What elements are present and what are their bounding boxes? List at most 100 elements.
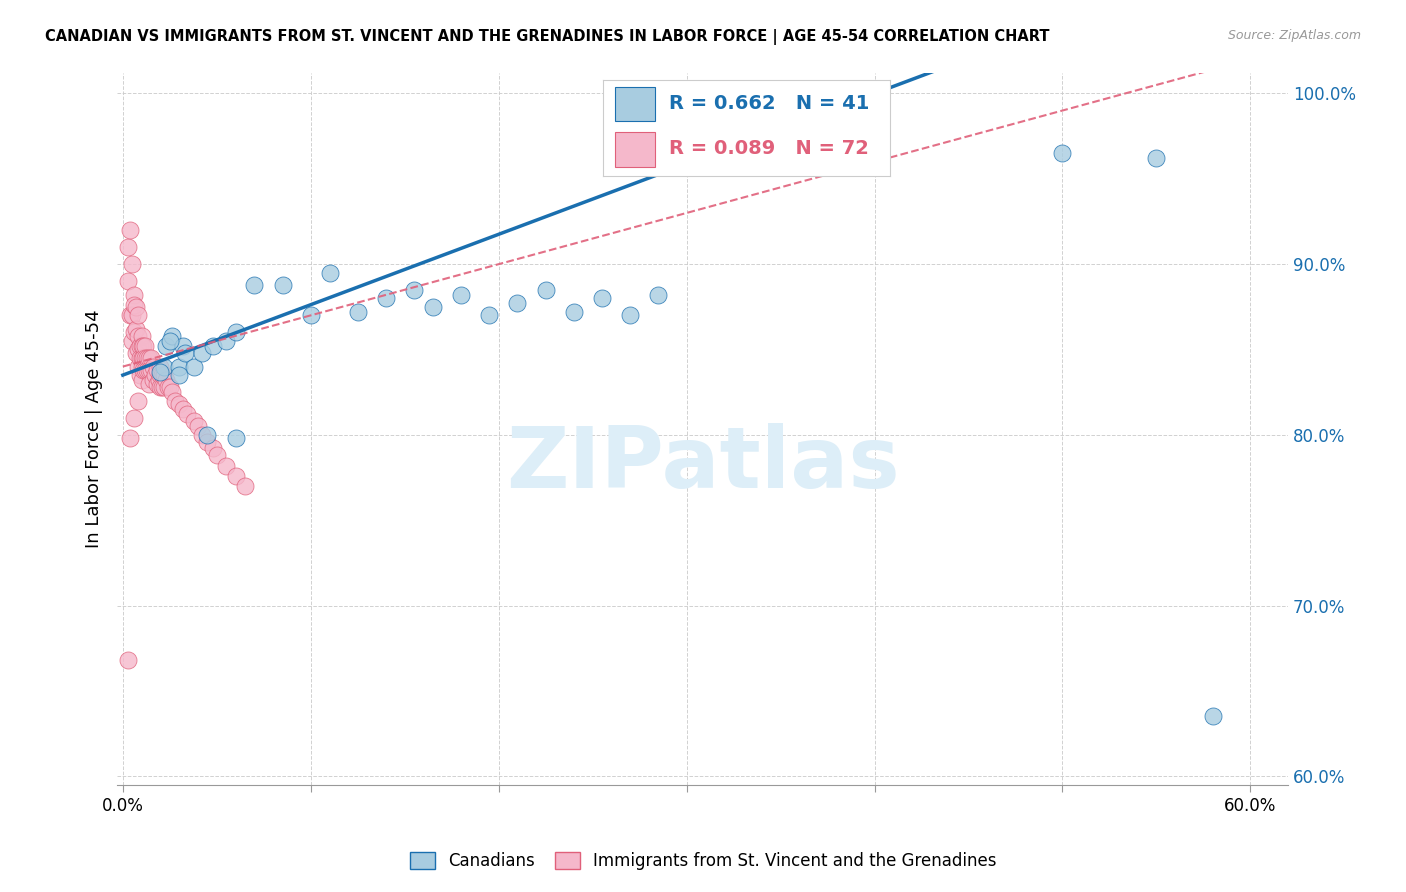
Point: [122, 298, 145, 312]
Point: [205, 448, 228, 462]
Point: [131, 359, 153, 374]
Point: [148, 373, 170, 387]
Point: [172, 339, 194, 353]
Point: [202, 442, 225, 456]
Point: [122, 410, 145, 425]
Point: [176, 408, 198, 422]
Point: [1146, 151, 1168, 165]
Point: [159, 334, 181, 348]
Point: [160, 329, 183, 343]
Point: [675, 154, 697, 169]
Point: [647, 288, 669, 302]
Point: [127, 309, 149, 323]
Point: [1052, 146, 1074, 161]
Point: [506, 296, 529, 310]
Point: [131, 329, 153, 343]
Legend: Canadians, Immigrants from St. Vincent and the Grenadines: Canadians, Immigrants from St. Vincent a…: [404, 845, 1002, 877]
Point: [478, 309, 501, 323]
Point: [125, 300, 148, 314]
Point: [121, 257, 143, 271]
Point: [145, 376, 167, 391]
Point: [825, 151, 848, 165]
Point: [202, 339, 225, 353]
Point: [172, 402, 194, 417]
Point: [131, 351, 153, 365]
Point: [149, 359, 172, 374]
Point: [127, 329, 149, 343]
Point: [122, 288, 145, 302]
Y-axis label: In Labor Force | Age 45-54: In Labor Force | Age 45-54: [86, 310, 103, 549]
Point: [142, 373, 165, 387]
Point: [233, 479, 256, 493]
Point: [150, 380, 173, 394]
Point: [136, 351, 159, 365]
Point: [134, 351, 156, 365]
Point: [120, 309, 142, 323]
Point: [190, 427, 212, 442]
Point: [127, 359, 149, 374]
Point: [134, 363, 156, 377]
Point: [619, 309, 641, 323]
Point: [165, 393, 187, 408]
Point: [159, 380, 181, 394]
Point: [127, 343, 149, 357]
Point: [271, 277, 294, 292]
Point: [138, 363, 160, 377]
Point: [125, 346, 148, 360]
Point: [149, 365, 172, 379]
Point: [143, 368, 166, 383]
Point: [150, 368, 173, 383]
Point: [215, 458, 238, 473]
Text: CANADIAN VS IMMIGRANTS FROM ST. VINCENT AND THE GRENADINES IN LABOR FORCE | AGE : CANADIAN VS IMMIGRANTS FROM ST. VINCENT …: [45, 29, 1049, 45]
Point: [153, 380, 176, 394]
Point: [225, 326, 247, 340]
Point: [167, 368, 190, 383]
Point: [167, 359, 190, 374]
Point: [128, 368, 150, 383]
Point: [190, 346, 212, 360]
Point: [591, 291, 613, 305]
Point: [117, 274, 139, 288]
Point: [155, 373, 177, 387]
Point: [299, 309, 322, 323]
Point: [139, 351, 162, 365]
Point: [318, 266, 340, 280]
Point: [128, 351, 150, 365]
Point: [125, 322, 148, 336]
Point: [167, 397, 190, 411]
Point: [120, 431, 142, 445]
Point: [346, 305, 368, 319]
Point: [122, 326, 145, 340]
Text: Source: ZipAtlas.com: Source: ZipAtlas.com: [1227, 29, 1361, 42]
Point: [127, 393, 149, 408]
Point: [128, 339, 150, 353]
Point: [155, 339, 177, 353]
Point: [121, 309, 143, 323]
Point: [139, 363, 162, 377]
Point: [422, 300, 444, 314]
Point: [149, 368, 172, 383]
Point: [450, 288, 472, 302]
Point: [404, 283, 426, 297]
Point: [132, 363, 155, 377]
Point: [225, 468, 247, 483]
Point: [153, 368, 176, 383]
Point: [197, 427, 219, 442]
Point: [142, 359, 165, 374]
Point: [225, 431, 247, 445]
Point: [131, 373, 153, 387]
Point: [243, 277, 266, 292]
Point: [132, 351, 155, 365]
Point: [1202, 709, 1225, 723]
Point: [131, 339, 153, 353]
Point: [534, 283, 557, 297]
Point: [863, 153, 886, 167]
Point: [156, 380, 179, 394]
Point: [183, 414, 205, 428]
Point: [197, 434, 219, 449]
Point: [183, 359, 205, 374]
Point: [187, 419, 209, 434]
Point: [160, 385, 183, 400]
Point: [145, 363, 167, 377]
Point: [120, 223, 142, 237]
